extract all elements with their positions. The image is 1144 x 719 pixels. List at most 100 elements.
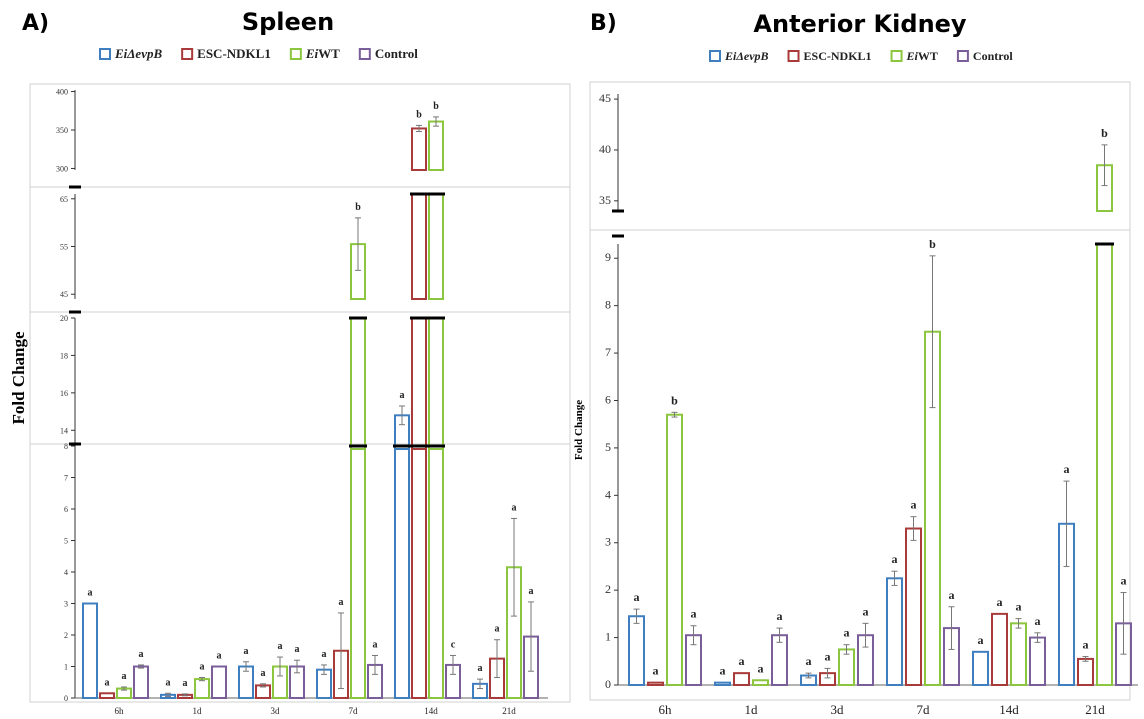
- kidney-x-tick-label: 3d: [831, 702, 845, 717]
- spleen-significance-letter: a: [200, 662, 205, 673]
- spleen-significance-letter: a: [183, 678, 188, 689]
- spleen-significance-letter: a: [166, 677, 171, 688]
- spleen-y-tick-label: 6: [64, 505, 68, 514]
- kidney-y-tick-label: 0: [605, 677, 611, 691]
- panel-a-ylabel: Fold Change: [9, 331, 28, 424]
- spleen-x-tick-label: 3d: [271, 706, 281, 716]
- spleen-significance-letter: a: [373, 639, 378, 650]
- spleen-significance-letter: a: [295, 644, 300, 655]
- kidney-legend-swatch: [956, 50, 969, 62]
- kidney-legend-swatch: [890, 50, 903, 62]
- kidney-significance-letter: a: [758, 661, 764, 675]
- kidney-significance-letter: a: [844, 626, 850, 640]
- spleen-y-tick-label: 8: [64, 442, 68, 451]
- spleen-bar: [411, 193, 427, 300]
- kidney-significance-letter: a: [978, 633, 984, 647]
- panel-a-frame-3: [29, 311, 571, 445]
- kidney-significance-letter: b: [929, 237, 936, 251]
- kidney-bar: [1029, 636, 1046, 686]
- panel-a-frame-4: [29, 443, 571, 703]
- spleen-y-tick-label: 20: [60, 314, 68, 323]
- spleen-significance-letter: a: [278, 641, 283, 652]
- panel-b-ylabel: Fold Change: [573, 400, 585, 460]
- spleen-legend-swatch: [289, 48, 302, 60]
- kidney-significance-letter: b: [671, 393, 678, 407]
- spleen-y-tick-label: 3: [64, 600, 68, 609]
- spleen-x-tick-label: 14d: [424, 706, 438, 716]
- spleen-y-tick-label: 55: [60, 243, 68, 252]
- kidney-x-tick-label: 6h: [659, 702, 673, 717]
- kidney-legend-label: Control: [973, 49, 1013, 63]
- spleen-y-tick-label: 16: [60, 389, 68, 398]
- kidney-significance-letter: a: [720, 664, 726, 678]
- spleen-x-tick-label: 1d: [193, 706, 203, 716]
- spleen-bar: [411, 317, 427, 450]
- kidney-bar: [838, 648, 855, 687]
- kidney-x-tick-label: 1d: [745, 702, 759, 717]
- spleen-significance-letter: a: [217, 651, 222, 662]
- kidney-y-tick-label: 40: [599, 142, 611, 156]
- kidney-significance-letter: a: [634, 590, 640, 604]
- spleen-bar: [428, 193, 444, 300]
- kidney-significance-letter: a: [911, 498, 917, 512]
- kidney-bar: [1096, 243, 1113, 686]
- kidney-significance-letter: a: [825, 649, 831, 663]
- spleen-significance-letter: b: [416, 109, 422, 120]
- kidney-legend-swatch: [787, 50, 800, 62]
- kidney-x-tick-label: 14d: [999, 702, 1019, 717]
- kidney-significance-letter: a: [1121, 574, 1127, 588]
- spleen-bar: [394, 445, 410, 699]
- kidney-significance-letter: b: [1101, 126, 1108, 140]
- spleen-x-tick-label: 21d: [502, 706, 516, 716]
- kidney-bar: [1010, 622, 1027, 687]
- spleen-significance-letter: a: [322, 649, 327, 660]
- spleen-legend-label: Control: [375, 46, 418, 61]
- kidney-significance-letter: a: [949, 588, 955, 602]
- spleen-y-tick-label: 350: [56, 126, 68, 135]
- spleen-bar: [211, 665, 227, 699]
- spleen-bar: [411, 127, 427, 171]
- kidney-bar: [666, 413, 683, 686]
- kidney-bar: [752, 679, 769, 686]
- kidney-y-tick-label: 4: [605, 487, 611, 501]
- spleen-y-tick-label: 2: [64, 631, 68, 640]
- kidney-bar: [991, 612, 1008, 687]
- spleen-significance-letter: a: [88, 588, 93, 599]
- spleen-bar: [194, 678, 210, 699]
- spleen-y-tick-label: 18: [60, 351, 68, 360]
- spleen-significance-letter: c: [451, 639, 456, 650]
- spleen-bar: [428, 445, 444, 699]
- spleen-x-tick-label: 6h: [115, 706, 125, 716]
- spleen-y-tick-label: 7: [64, 474, 68, 483]
- kidney-bar: [886, 577, 903, 687]
- spleen-significance-letter: a: [478, 663, 483, 674]
- spleen-y-tick-label: 4: [64, 568, 68, 577]
- spleen-significance-letter: a: [105, 677, 110, 688]
- spleen-y-tick-label: 300: [56, 164, 68, 173]
- kidney-y-tick-label: 6: [605, 392, 611, 406]
- spleen-legend-swatch: [181, 48, 194, 60]
- kidney-y-tick-label: 1: [605, 630, 611, 644]
- spleen-legend-label: ESC-NDKL1: [197, 46, 271, 61]
- kidney-y-tick-label: 8: [605, 298, 611, 312]
- panel-b-title: Anterior Kidney: [753, 10, 967, 38]
- spleen-bar: [428, 317, 444, 450]
- kidney-x-tick-label: 21d: [1085, 702, 1105, 717]
- spleen-significance-letter: a: [529, 586, 534, 597]
- spleen-y-tick-label: 45: [60, 290, 68, 299]
- spleen-bar: [350, 317, 366, 450]
- kidney-y-tick-label: 5: [605, 440, 611, 454]
- kidney-legend-label: EiWT: [906, 49, 938, 63]
- kidney-significance-letter: a: [997, 595, 1003, 609]
- spleen-bar: [350, 445, 366, 699]
- panel-b-frame-2: [589, 229, 1131, 701]
- kidney-bar: [1077, 657, 1094, 687]
- kidney-significance-letter: a: [892, 552, 898, 566]
- panel-b-frame-1: [589, 81, 1131, 231]
- spleen-significance-letter: a: [400, 390, 405, 401]
- spleen-bar: [428, 120, 444, 171]
- kidney-y-tick-label: 2: [605, 582, 611, 596]
- spleen-legend-swatch: [99, 48, 111, 60]
- kidney-legend-swatch: [709, 50, 721, 62]
